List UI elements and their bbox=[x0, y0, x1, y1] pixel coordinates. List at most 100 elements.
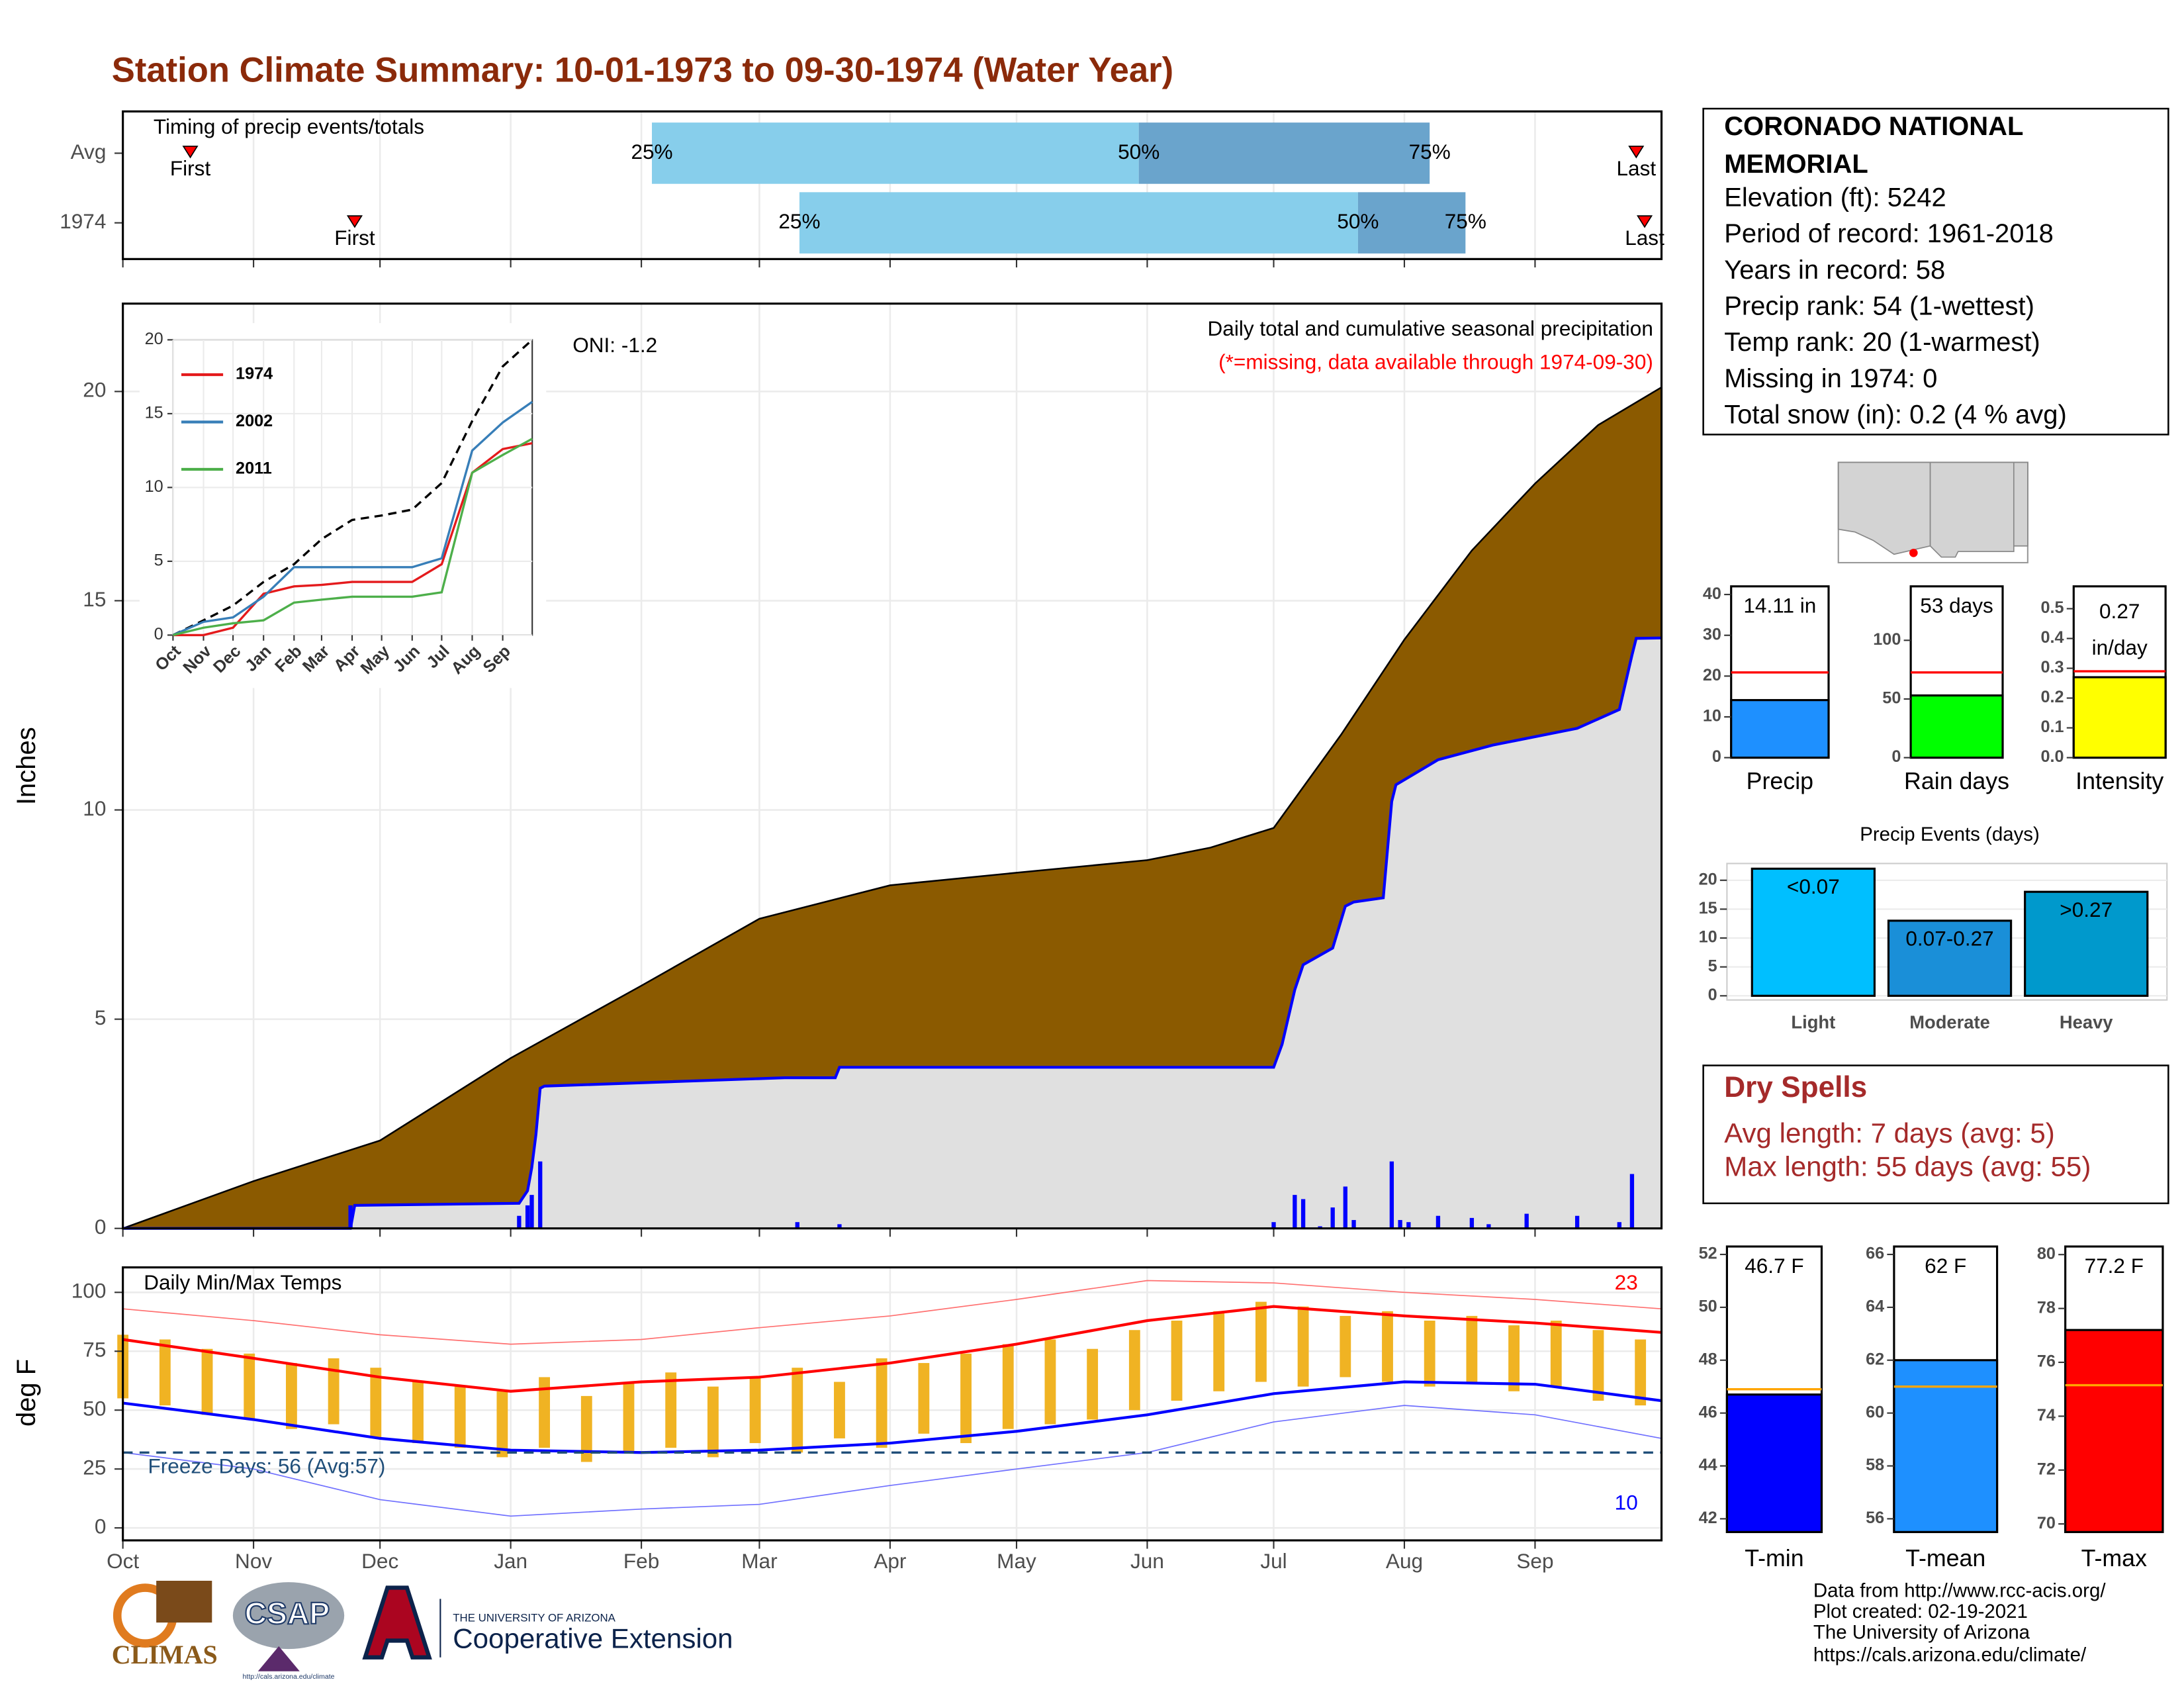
station-line: Elevation (ft): 5242 bbox=[1724, 183, 1946, 212]
y-tick-label: 100 bbox=[71, 1279, 107, 1303]
y-tick-label: 70 bbox=[2037, 1514, 2056, 1532]
y-tick-label: 0 bbox=[95, 1514, 107, 1538]
daily-temp-bar bbox=[876, 1358, 887, 1448]
daily-temp-bar bbox=[623, 1382, 635, 1453]
y-tick-label: 46 bbox=[1699, 1403, 1717, 1421]
timing-label: First bbox=[170, 156, 211, 180]
y-tick-label: 56 bbox=[1866, 1509, 1884, 1527]
y-tick-label: 100 bbox=[1873, 630, 1901, 649]
y-tick-label: 66 bbox=[1866, 1244, 1884, 1263]
csap-url: http://cals.arizona.edu/climate bbox=[243, 1673, 335, 1681]
y-tick-label: 64 bbox=[1866, 1297, 1884, 1316]
y-tick-label: 62 bbox=[1866, 1350, 1884, 1368]
bin-label: 0.07-0.27 bbox=[1905, 927, 1993, 951]
y-tick-label: 30 bbox=[1703, 625, 1721, 643]
daily-precip-bar bbox=[1293, 1195, 1297, 1229]
season-area bbox=[122, 637, 1662, 1229]
bin-label: <0.07 bbox=[1787, 874, 1840, 898]
daily-precip-bar bbox=[348, 1205, 353, 1229]
dry-spells-line: Avg length: 7 days (avg: 5) bbox=[1724, 1117, 2055, 1149]
category-label: Moderate bbox=[1909, 1012, 1990, 1033]
daily-temp-bar bbox=[1087, 1348, 1099, 1420]
daily-precip-bar bbox=[1574, 1215, 1580, 1229]
daily-temp-bar bbox=[244, 1353, 255, 1420]
y-tick-label: 76 bbox=[2037, 1352, 2056, 1371]
daily-temp-bar bbox=[1213, 1311, 1225, 1391]
daily-temp-bar bbox=[1382, 1311, 1393, 1382]
x-tick-label: Jun bbox=[1130, 1549, 1164, 1573]
daily-temp-bar bbox=[1550, 1321, 1562, 1387]
panel-frame bbox=[122, 110, 1663, 260]
climas-logo: CLIMAS bbox=[112, 1640, 218, 1669]
panel-title: Daily Min/Max Temps bbox=[144, 1270, 341, 1294]
y-tick-label: 5 bbox=[1708, 957, 1717, 975]
y-tick-label: 20 bbox=[1703, 666, 1721, 684]
quartile-label: 75% bbox=[1409, 140, 1451, 164]
season-line bbox=[122, 636, 1662, 1230]
y-tick-label: 10 bbox=[145, 477, 163, 496]
value-label: 0.27 bbox=[2099, 599, 2140, 623]
climas-emblem bbox=[156, 1580, 212, 1623]
daily-precip-bar bbox=[1486, 1224, 1491, 1229]
footer-line: The University of Arizona bbox=[1813, 1622, 2030, 1644]
station-line: Years in record: 58 bbox=[1724, 256, 1945, 285]
legend-label: 1974 bbox=[236, 365, 273, 383]
bar bbox=[2064, 1329, 2164, 1533]
average-line bbox=[122, 1380, 1662, 1454]
dry-spells-title: Dry Spells bbox=[1724, 1071, 1867, 1103]
timing-marker bbox=[1637, 215, 1653, 228]
daily-precip-bar bbox=[1406, 1222, 1411, 1229]
category-label: T-min bbox=[1745, 1545, 1803, 1571]
y-tick-label: 52 bbox=[1699, 1244, 1717, 1263]
daily-temp-bar bbox=[792, 1368, 803, 1453]
daily-temp-bar bbox=[1466, 1315, 1478, 1382]
bin-label: >0.27 bbox=[2060, 898, 2113, 921]
daily-temp-bar bbox=[1635, 1339, 1647, 1406]
category-label: Light bbox=[1791, 1012, 1835, 1033]
daily-precip-bar bbox=[1435, 1215, 1441, 1229]
panel-frame bbox=[122, 1266, 1663, 1542]
daily-precip-bar bbox=[1524, 1213, 1529, 1229]
daily-precip-bar bbox=[795, 1222, 799, 1229]
daily-precip-bar bbox=[1389, 1161, 1394, 1229]
y-axis-label: deg F bbox=[12, 1359, 41, 1427]
footer-line: Plot created: 02-19-2021 bbox=[1813, 1601, 2028, 1622]
legend-label: 2011 bbox=[236, 459, 272, 478]
x-tick-label: Aug bbox=[1386, 1549, 1423, 1573]
footer-line: Data from http://www.rcc-acis.org/ bbox=[1813, 1580, 2106, 1602]
daily-temp-bar bbox=[159, 1339, 171, 1406]
y-tick-label: 60 bbox=[1866, 1403, 1884, 1421]
y-tick-label: 0.2 bbox=[2040, 688, 2064, 706]
y-tick-label: 15 bbox=[1699, 899, 1717, 917]
daily-precip-bar bbox=[517, 1215, 522, 1229]
quartile-bar bbox=[799, 192, 1358, 254]
panel-background bbox=[122, 1267, 1662, 1540]
y-tick-label: 50 bbox=[1699, 1297, 1717, 1316]
category-label: T-mean bbox=[1905, 1545, 1985, 1571]
panel-frame bbox=[122, 303, 1663, 1230]
panel-title: Precip Events (days) bbox=[1860, 823, 2040, 845]
category-label: Heavy bbox=[2060, 1012, 2113, 1033]
daily-temp-bar bbox=[412, 1382, 424, 1444]
category-label: Rain days bbox=[1904, 768, 2009, 794]
daily-temp-bar bbox=[1171, 1321, 1183, 1401]
record-line bbox=[122, 1280, 1662, 1345]
bar bbox=[1725, 1393, 1823, 1533]
daily-temp-bar bbox=[286, 1363, 297, 1429]
average-area bbox=[122, 385, 1662, 1229]
value-label: 53 days bbox=[1920, 594, 1993, 618]
daily-temp-bar bbox=[665, 1372, 677, 1448]
daily-precip-bar bbox=[1469, 1217, 1475, 1229]
daily-precip-bar bbox=[1398, 1220, 1402, 1229]
daily-temp-bar bbox=[1340, 1315, 1351, 1378]
x-tick-label: Dec bbox=[361, 1549, 398, 1573]
y-tick-label: 50 bbox=[83, 1397, 106, 1421]
timing-label: Last bbox=[1625, 226, 1664, 250]
page-title: Station Climate Summary: 10-01-1973 to 0… bbox=[112, 50, 1173, 89]
series-line bbox=[172, 438, 533, 637]
quartile-bar bbox=[1138, 122, 1430, 184]
footer: Data from http://www.rcc-acis.org/ Plot … bbox=[1813, 1580, 2106, 1666]
daily-temp-bar bbox=[580, 1395, 592, 1462]
daily-temp-bar bbox=[1424, 1321, 1435, 1387]
bar bbox=[1887, 919, 2013, 997]
